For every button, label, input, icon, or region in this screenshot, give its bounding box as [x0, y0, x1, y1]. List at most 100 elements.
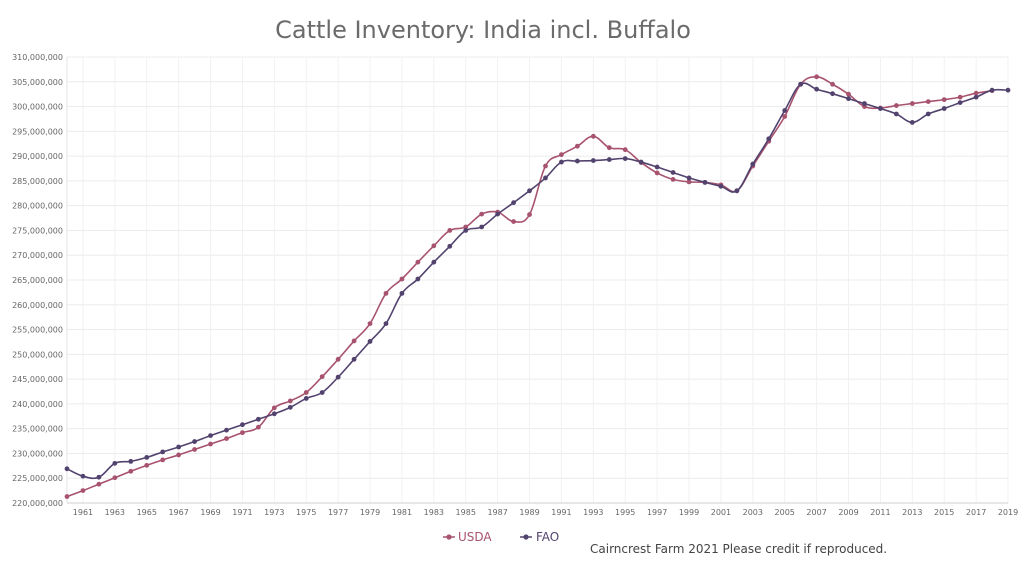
point-fao[interactable] — [287, 404, 293, 410]
point-usda[interactable] — [224, 436, 229, 441]
point-usda[interactable] — [431, 243, 437, 249]
point-usda[interactable] — [941, 97, 947, 103]
point-usda[interactable] — [335, 356, 341, 362]
point-usda[interactable] — [144, 462, 150, 468]
point-usda[interactable] — [64, 494, 70, 499]
point-fao[interactable] — [511, 200, 516, 206]
point-fao[interactable] — [622, 156, 628, 161]
point-usda[interactable] — [160, 457, 166, 463]
point-fao[interactable] — [64, 466, 70, 472]
point-usda[interactable] — [271, 405, 277, 411]
point-usda[interactable] — [351, 338, 357, 344]
point-usda[interactable] — [846, 91, 851, 97]
point-fao[interactable] — [80, 473, 86, 479]
point-fao[interactable] — [383, 321, 389, 327]
point-fao[interactable] — [574, 158, 580, 164]
point-usda[interactable] — [447, 228, 453, 233]
legend-usda-label[interactable]: USDA — [458, 530, 492, 544]
point-fao[interactable] — [160, 449, 166, 455]
point-usda[interactable] — [574, 143, 580, 149]
point-fao[interactable] — [543, 175, 548, 181]
point-usda[interactable] — [240, 430, 245, 436]
point-usda[interactable] — [893, 103, 899, 108]
point-fao[interactable] — [303, 396, 309, 401]
point-usda[interactable] — [319, 374, 325, 380]
point-usda[interactable] — [830, 81, 835, 87]
point-fao[interactable] — [925, 111, 931, 117]
point-usda[interactable] — [128, 468, 134, 474]
point-fao[interactable] — [893, 111, 899, 117]
point-fao[interactable] — [447, 243, 453, 249]
point-fao[interactable] — [782, 108, 788, 113]
point-fao[interactable] — [255, 416, 261, 422]
point-usda[interactable] — [590, 133, 596, 139]
point-fao[interactable] — [192, 439, 197, 444]
point-fao[interactable] — [798, 81, 804, 87]
point-usda[interactable] — [383, 290, 389, 296]
point-usda[interactable] — [176, 452, 182, 458]
point-usda[interactable] — [654, 170, 660, 176]
point-usda[interactable] — [814, 74, 820, 80]
point-fao[interactable] — [335, 374, 341, 380]
point-usda[interactable] — [479, 211, 485, 217]
point-fao[interactable] — [527, 188, 532, 194]
point-fao[interactable] — [1005, 87, 1011, 93]
point-fao[interactable] — [686, 175, 692, 181]
point-usda[interactable] — [511, 219, 516, 224]
point-fao[interactable] — [224, 427, 229, 433]
point-usda[interactable] — [909, 101, 915, 106]
point-usda[interactable] — [463, 224, 469, 230]
point-fao[interactable] — [941, 106, 947, 111]
point-fao[interactable] — [176, 444, 182, 450]
point-fao[interactable] — [399, 290, 405, 296]
point-usda[interactable] — [670, 177, 676, 182]
point-usda[interactable] — [415, 259, 421, 265]
point-fao[interactable] — [495, 211, 501, 217]
point-fao[interactable] — [909, 120, 915, 125]
point-fao[interactable] — [973, 94, 979, 100]
point-fao[interactable] — [351, 356, 357, 362]
point-usda[interactable] — [925, 99, 931, 104]
point-fao[interactable] — [590, 158, 596, 163]
point-fao[interactable] — [862, 101, 867, 106]
point-fao[interactable] — [814, 86, 820, 92]
point-usda[interactable] — [112, 475, 118, 481]
point-usda[interactable] — [686, 179, 692, 185]
point-fao[interactable] — [240, 422, 245, 428]
point-usda[interactable] — [973, 90, 979, 96]
point-usda[interactable] — [606, 145, 612, 151]
point-fao[interactable] — [606, 157, 612, 162]
point-usda[interactable] — [543, 163, 548, 169]
point-usda[interactable] — [559, 152, 564, 158]
point-fao[interactable] — [367, 339, 373, 344]
point-fao[interactable] — [208, 433, 213, 439]
point-fao[interactable] — [718, 183, 724, 189]
point-fao[interactable] — [846, 96, 851, 102]
point-fao[interactable] — [734, 188, 740, 194]
point-fao[interactable] — [271, 411, 277, 417]
point-fao[interactable] — [96, 474, 102, 480]
point-usda[interactable] — [622, 147, 628, 153]
point-fao[interactable] — [957, 100, 963, 105]
point-fao[interactable] — [319, 390, 325, 395]
point-fao[interactable] — [431, 259, 437, 265]
point-fao[interactable] — [479, 224, 485, 230]
point-fao[interactable] — [702, 179, 708, 185]
point-fao[interactable] — [766, 136, 772, 142]
legend-fao-label[interactable]: FAO — [536, 530, 559, 544]
point-fao[interactable] — [112, 460, 118, 466]
point-usda[interactable] — [527, 212, 532, 217]
point-usda[interactable] — [96, 481, 102, 487]
point-fao[interactable] — [128, 458, 134, 464]
point-fao[interactable] — [638, 159, 644, 165]
point-usda[interactable] — [367, 321, 373, 327]
point-fao[interactable] — [654, 164, 660, 170]
point-usda[interactable] — [303, 390, 309, 395]
point-usda[interactable] — [255, 424, 261, 430]
point-fao[interactable] — [878, 106, 883, 111]
point-usda[interactable] — [399, 276, 405, 282]
point-usda[interactable] — [80, 488, 86, 494]
point-fao[interactable] — [670, 170, 676, 175]
point-usda[interactable] — [957, 94, 963, 100]
point-fao[interactable] — [750, 161, 756, 167]
